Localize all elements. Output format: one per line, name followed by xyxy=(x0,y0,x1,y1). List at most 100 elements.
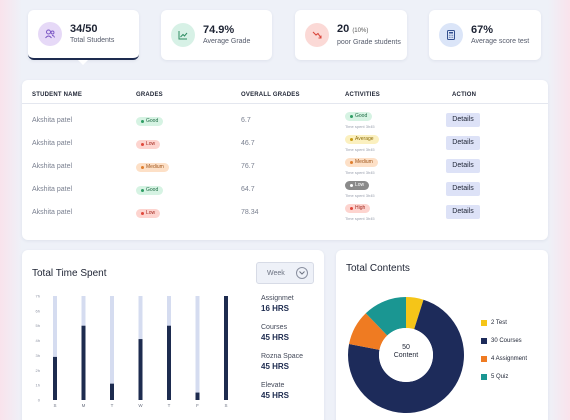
stat-label: Average score test xyxy=(471,37,530,45)
stat-card-poor-grade[interactable]: 20 (10%) poor Grade students xyxy=(295,10,407,60)
metric-value: 16 HRS xyxy=(261,304,290,313)
bar-track xyxy=(110,296,114,400)
stat-value: 67% xyxy=(471,23,494,36)
y-tick-label: 0 xyxy=(38,398,41,403)
donut-slice xyxy=(348,299,464,413)
stat-label: Total Students xyxy=(70,36,115,44)
overall-grade: 46.7 xyxy=(241,140,255,147)
metric-elevate: Elevate 45 HRS xyxy=(261,381,289,402)
activity-badge: Medium xyxy=(345,158,378,167)
bar-track xyxy=(53,296,57,400)
donut-center: 50 Content xyxy=(376,344,436,360)
time-spent-panel: Total Time Spent Week 0 1h 2h 3h 4h 5h 6h 7h S M T… xyxy=(22,250,324,420)
x-tick-label: M xyxy=(82,403,86,408)
activity-badge: Good xyxy=(345,112,373,121)
legend-item: 2 Test xyxy=(481,320,507,326)
range-select[interactable]: Week xyxy=(256,262,314,284)
legend-item: 4 Assignment xyxy=(481,356,527,362)
details-button[interactable]: Details xyxy=(446,159,480,173)
grade-badge: Low xyxy=(136,140,161,149)
bar xyxy=(224,296,228,400)
donut-hole xyxy=(379,328,433,382)
time-spent: Time spent 3h45 xyxy=(345,124,375,129)
calculator-icon xyxy=(439,23,463,47)
activity-label: High xyxy=(355,205,366,211)
column-header-grades: GRADES xyxy=(136,92,163,98)
details-button[interactable]: Details xyxy=(446,182,480,196)
student-name: Akshita patel xyxy=(32,209,73,216)
status-dot xyxy=(141,166,144,169)
stat-value: 34/50 xyxy=(70,22,98,35)
x-tick-label: F xyxy=(196,403,199,408)
status-dot xyxy=(141,120,144,123)
student-name: Akshita patel xyxy=(32,117,73,124)
stat-card-average-score[interactable]: 67% Average score test xyxy=(429,10,541,60)
overall-grade: 78.34 xyxy=(241,209,259,216)
x-tick-label: T xyxy=(168,403,171,408)
users-icon xyxy=(38,22,62,46)
donut-center-label: Content xyxy=(393,352,419,359)
overall-grade: 76.7 xyxy=(241,163,255,170)
student-name: Akshita patel xyxy=(32,140,73,147)
panel-title: Total Contents xyxy=(346,263,410,274)
bar-track xyxy=(195,296,200,400)
status-dot xyxy=(350,115,353,118)
metric-assignment: Assignmet 16 HRS xyxy=(261,294,294,315)
metric-value: 45 HRS xyxy=(261,362,290,371)
activity-badge: Low xyxy=(345,181,370,190)
details-button[interactable]: Details xyxy=(446,205,480,219)
stat-card-average-grade[interactable]: 74.9% Average Grade xyxy=(161,10,272,60)
activity-badge: High xyxy=(345,204,371,213)
grade-label: Good xyxy=(146,118,159,124)
status-dot xyxy=(141,143,144,146)
details-button[interactable]: Details xyxy=(446,113,480,127)
stat-card-total-students[interactable]: 34/50 Total Students xyxy=(28,10,139,60)
active-card-caret xyxy=(78,60,88,65)
y-tick-label: 7h xyxy=(36,294,40,299)
status-dot xyxy=(350,161,353,164)
table-row: Akshita patel Good 6.7 Good Time spent 3… xyxy=(22,110,548,133)
overall-grade: 6.7 xyxy=(241,117,251,124)
metric-label: Courses xyxy=(261,324,288,331)
metric-label: Assignmet xyxy=(261,295,294,302)
bar xyxy=(110,383,114,400)
metric-rozna-space: Rozna Space 45 HRS xyxy=(261,352,303,373)
time-spent: Time spent 3h45 xyxy=(345,147,375,152)
grade-badge: Medium xyxy=(136,163,169,172)
time-spent: Time spent 3h45 xyxy=(345,170,375,175)
status-dot xyxy=(350,207,353,210)
y-tick-label: 2h xyxy=(36,368,40,373)
activity-label: Average xyxy=(355,136,374,142)
grade-label: Medium xyxy=(146,164,164,170)
table-row: Akshita patel Low 46.7 Average Time spen… xyxy=(22,133,548,156)
status-dot xyxy=(141,189,144,192)
student-name: Akshita patel xyxy=(32,163,73,170)
grade-label: Low xyxy=(146,210,156,216)
legend-item: 30 Courses xyxy=(481,338,522,344)
y-tick-label: 5h xyxy=(36,323,40,328)
stat-value: 74.9% xyxy=(203,23,235,36)
donut-center-value: 50 xyxy=(402,344,410,351)
metric-label: Rozna Space xyxy=(261,353,304,360)
metric-courses: Courses 45 HRS xyxy=(261,323,289,344)
grade-label: Good xyxy=(146,187,159,193)
contents-donut-chart xyxy=(348,297,464,413)
y-tick-label: 6h xyxy=(36,308,40,313)
legend-label: 4 Assignment xyxy=(491,356,528,362)
header-divider xyxy=(22,103,548,104)
metric-label: Elevate xyxy=(261,382,285,389)
time-spent-bar-chart: 0 1h 2h 3h 4h 5h 6h 7h S M T W T F S xyxy=(36,294,228,408)
student-name: Akshita patel xyxy=(32,186,73,193)
table-row: Akshita patel Good 64.7 Low Time spent 3… xyxy=(22,179,548,202)
details-button[interactable]: Details xyxy=(446,136,480,150)
legend-swatch xyxy=(481,338,487,344)
column-header-overall-grades: OVERALL GRADES xyxy=(241,92,300,98)
stat-value-suffix: (10%) xyxy=(352,27,369,34)
legend-item: 5 Quiz xyxy=(481,374,508,380)
x-tick-label: S xyxy=(224,403,227,408)
panel-title: Total Time Spent xyxy=(32,268,107,279)
activity-badge: Average xyxy=(345,135,379,144)
y-tick-label: 3h xyxy=(36,353,40,358)
grade-badge: Good xyxy=(136,186,164,195)
table-row: Akshita patel Low 78.34 High Time spent … xyxy=(22,202,548,225)
